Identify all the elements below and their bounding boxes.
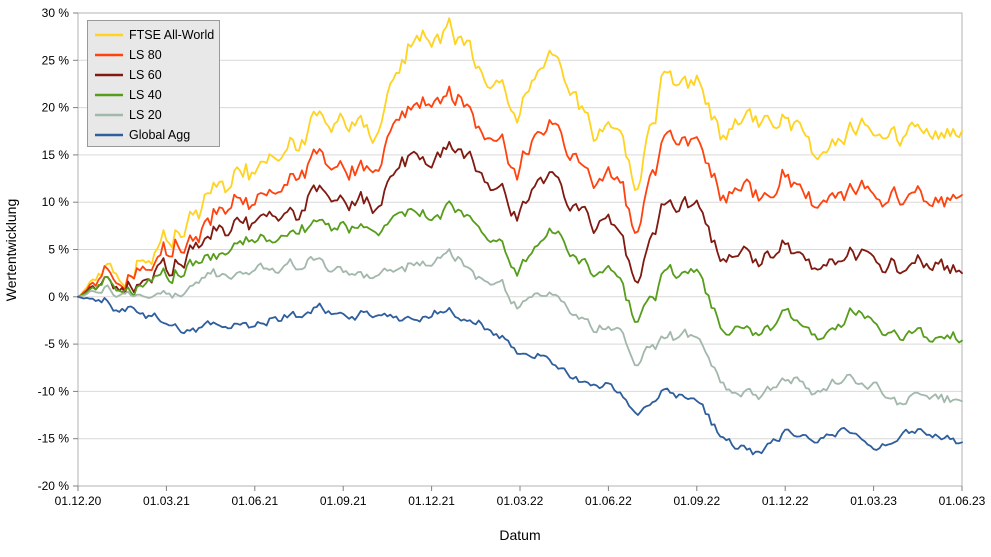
series-line-ls-40 xyxy=(77,200,963,344)
legend-label: LS 20 xyxy=(129,108,162,122)
y-tick-label: -15 % xyxy=(38,432,70,446)
plot-area: 30 % 25 % 20 % 15 % 10 % 5 % 0 % -5 % -10 % -15 %… xyxy=(38,6,986,508)
y-tick-label: 10 % xyxy=(42,195,70,209)
series-line-ls-60 xyxy=(77,140,963,298)
legend-item-global-agg: Global Agg xyxy=(95,128,190,142)
y-tick-label: 5 % xyxy=(48,243,69,257)
y-tick-label: 0 % xyxy=(48,290,69,304)
x-tick-label: 01.03.22 xyxy=(497,494,544,508)
legend-item-ls-80: LS 80 xyxy=(95,48,162,62)
y-tick-label: -5 % xyxy=(44,337,69,351)
x-tick-label: 01.06.22 xyxy=(585,494,632,508)
legend-item-ls-40: LS 40 xyxy=(95,88,162,102)
legend-label: LS 40 xyxy=(129,88,162,102)
x-tick-label: 01.03.21 xyxy=(143,494,190,508)
legend-item-ls-60: LS 60 xyxy=(95,68,162,82)
legend-item-ls-20: LS 20 xyxy=(95,108,162,122)
y-tick-label: 15 % xyxy=(42,148,70,162)
y-tick-label: 30 % xyxy=(42,6,70,20)
x-axis-title: Datum xyxy=(499,527,540,543)
series-line-global-agg xyxy=(77,295,963,456)
legend-item-ftse-all-world: FTSE All-World xyxy=(95,28,214,42)
legend-label: LS 80 xyxy=(129,48,162,62)
legend: FTSE All-World LS 80 LS 60 LS 40 LS 20 G… xyxy=(87,20,220,147)
x-tick-label: 01.09.22 xyxy=(673,494,720,508)
x-tick-label: 01.06.23 xyxy=(939,494,986,508)
y-tick-label: 25 % xyxy=(42,53,70,67)
legend-label: FTSE All-World xyxy=(129,28,214,42)
y-tick-label: -20 % xyxy=(38,479,70,493)
x-tick-label: 01.12.20 xyxy=(55,494,102,508)
x-tick-label: 01.03.23 xyxy=(850,494,897,508)
x-tick-label: 01.09.21 xyxy=(320,494,367,508)
y-tick-label: 20 % xyxy=(42,101,70,115)
x-tick-label: 01.12.21 xyxy=(408,494,455,508)
y-tick-label: -10 % xyxy=(38,384,70,398)
series-line-ls-80 xyxy=(77,85,963,298)
legend-label: LS 60 xyxy=(129,68,162,82)
series-line-ftse-all-world xyxy=(77,17,963,298)
legend-label: Global Agg xyxy=(129,128,190,142)
series-line-ls-20 xyxy=(77,248,963,406)
y-axis-title: Wertentwicklung xyxy=(3,199,19,301)
x-tick-label: 01.06.21 xyxy=(231,494,278,508)
legend-box xyxy=(87,20,220,147)
x-tick-label: 01.12.22 xyxy=(762,494,809,508)
